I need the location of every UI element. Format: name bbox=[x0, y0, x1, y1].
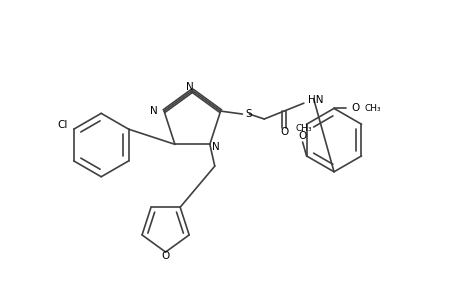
Text: HN: HN bbox=[307, 95, 323, 105]
Text: Cl: Cl bbox=[57, 120, 67, 130]
Text: N: N bbox=[186, 82, 194, 92]
Text: O: O bbox=[351, 103, 359, 113]
Text: O: O bbox=[279, 127, 287, 137]
Text: CH₃: CH₃ bbox=[295, 124, 311, 133]
Text: CH₃: CH₃ bbox=[364, 104, 381, 113]
Text: N: N bbox=[211, 142, 219, 152]
Text: S: S bbox=[245, 109, 252, 119]
Text: O: O bbox=[161, 251, 169, 261]
Text: N: N bbox=[150, 106, 158, 116]
Text: O: O bbox=[298, 131, 306, 141]
